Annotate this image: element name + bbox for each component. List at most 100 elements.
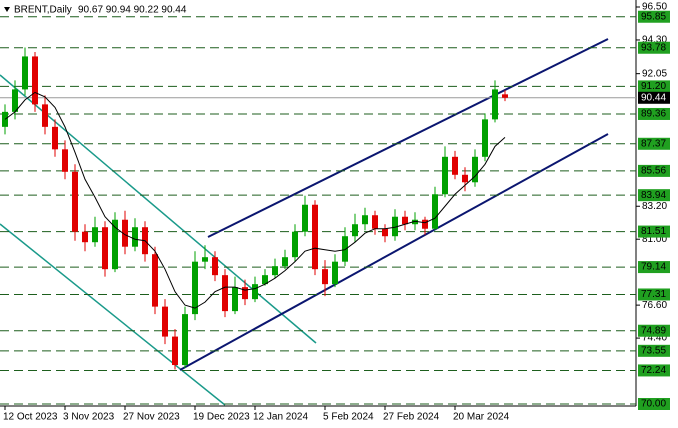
candle-body — [482, 119, 488, 157]
level-label: 77.31 — [641, 289, 666, 300]
candle-body — [332, 261, 338, 285]
level-box — [638, 41, 670, 54]
level-label: 83.94 — [641, 190, 666, 201]
candle-body — [42, 104, 48, 127]
candle-body — [192, 261, 198, 315]
level-label: 81.51 — [641, 226, 666, 237]
last-price-box — [638, 91, 670, 104]
candle-body — [242, 287, 248, 300]
y-tick-label: 92.05 — [642, 68, 667, 79]
candle-body — [432, 194, 438, 229]
candle-body — [22, 56, 28, 90]
candle-body — [182, 314, 188, 366]
x-tick-label: 27 Feb 2024 — [383, 412, 440, 423]
candle-body — [52, 126, 58, 150]
candle-body — [302, 204, 308, 232]
candle-body — [402, 216, 408, 225]
candle-body — [132, 227, 138, 247]
quote: 90.67 90.94 90.22 90.44 — [78, 5, 187, 16]
candle-body — [272, 266, 278, 276]
level-label: 72.24 — [641, 365, 666, 376]
x-tick-label: 3 Nov 2023 — [63, 412, 115, 423]
x-tick-label: 19 Dec 2023 — [193, 412, 250, 423]
candle-body — [82, 231, 88, 243]
x-tick-label: 12 Jan 2024 — [253, 412, 308, 423]
candle-body — [112, 219, 118, 270]
level-box — [638, 225, 670, 238]
level-label: 85.56 — [641, 166, 666, 177]
candle-body — [312, 204, 318, 270]
level-label: 95.85 — [641, 11, 666, 22]
menu-arrow — [4, 7, 10, 12]
candle-body — [442, 156, 448, 195]
y-tick-label: 74.40 — [642, 333, 667, 344]
candle-body — [232, 287, 238, 312]
level-label: 91.20 — [641, 81, 666, 92]
level-label: 93.78 — [641, 42, 666, 53]
level-label: 74.89 — [641, 325, 666, 336]
level-box — [638, 10, 670, 23]
candle-body — [502, 94, 508, 98]
candle-body — [362, 215, 368, 225]
level-box — [638, 80, 670, 93]
candle-body — [282, 257, 288, 267]
candle-body — [492, 89, 498, 120]
candle-body — [172, 336, 178, 366]
trend-line — [207, 38, 609, 238]
last-price-label: 90.44 — [641, 92, 666, 103]
x-tick-label: 5 Feb 2024 — [323, 412, 374, 423]
candle-body — [202, 257, 208, 262]
level-box — [638, 261, 670, 274]
candle-body — [122, 219, 128, 247]
x-tick-label: 20 Mar 2024 — [453, 412, 510, 423]
candle-body — [102, 227, 108, 270]
level-box — [638, 107, 670, 120]
level-box — [638, 398, 670, 410]
level-box — [638, 137, 670, 150]
y-tick-label: 76.60 — [642, 300, 667, 311]
y-tick-label: 83.20 — [642, 201, 667, 212]
candle-body — [452, 156, 458, 175]
candle-body — [382, 228, 388, 237]
candle-body — [342, 236, 348, 262]
level-box — [638, 324, 670, 337]
candle-body — [462, 174, 468, 183]
y-tick-label: 81.00 — [642, 234, 667, 245]
candle-body — [212, 257, 218, 276]
moving-average — [4, 91, 506, 309]
candle-body — [32, 56, 38, 105]
candle-body — [422, 219, 428, 229]
level-label: 79.14 — [641, 262, 666, 273]
x-tick-label: 12 Oct 2023 — [3, 412, 58, 423]
candle-body — [472, 156, 478, 183]
trend-line — [0, 74, 317, 344]
level-box — [638, 189, 670, 202]
candle-body — [62, 149, 68, 172]
level-box — [638, 344, 670, 357]
candle-body — [352, 224, 358, 237]
chart-title: BRENT,Daily — [14, 5, 72, 16]
candle-body — [392, 216, 398, 237]
y-tick-label: 94.30 — [642, 35, 667, 46]
candle-body — [222, 275, 228, 312]
y-tick-label: 96.50 — [642, 2, 667, 13]
candle-body — [292, 231, 298, 258]
trend-line — [0, 223, 226, 406]
level-label: 70.00 — [641, 399, 666, 410]
candle-body — [372, 215, 378, 229]
level-label: 73.55 — [641, 345, 666, 356]
candle-body — [92, 227, 98, 243]
candle-body — [162, 306, 168, 337]
level-box — [638, 288, 670, 301]
level-box — [638, 164, 670, 177]
candle-body — [12, 89, 18, 112]
x-tick-label: 27 Nov 2023 — [123, 412, 180, 423]
candle-body — [152, 254, 158, 307]
candle-body — [72, 171, 78, 232]
candle-body — [322, 269, 328, 285]
level-box — [638, 364, 670, 377]
candle-body — [262, 275, 268, 285]
candle-body — [412, 219, 418, 225]
